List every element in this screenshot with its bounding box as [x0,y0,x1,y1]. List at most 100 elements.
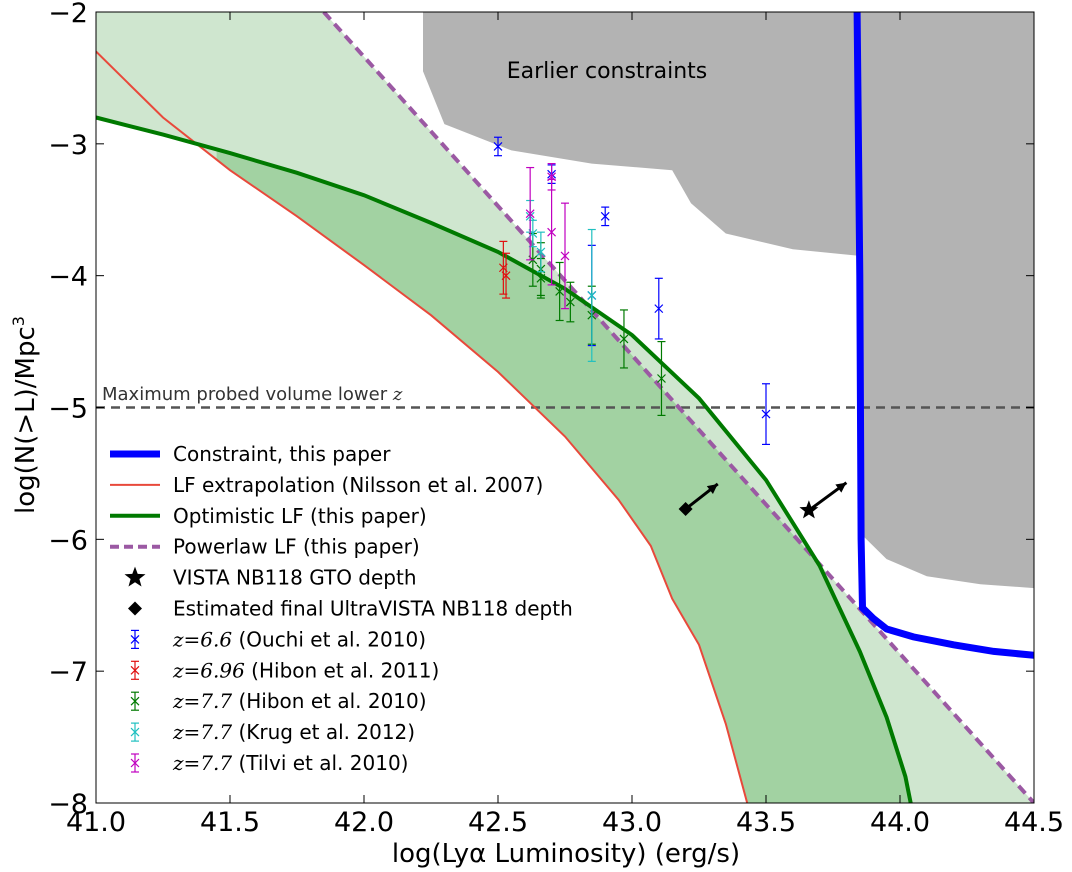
errorbar-point [493,136,503,157]
y-tick-label: −2 [48,0,88,29]
legend-swatch-star [124,566,146,587]
legend-label: z=6.96 (Hibon et al. 2011) [172,658,439,682]
legend-label: Optimistic LF (this paper) [173,504,427,528]
errorbar-point [555,261,565,322]
legend-entry: Powerlaw LF (this paper) [110,535,420,559]
y-axis-label-text: log(N(>L)/Mpc [11,326,41,514]
y-axis-label: log(N(>L)/Mpc3 [9,316,41,514]
x-tick-label: 42.0 [334,807,394,838]
errorbar-point [600,206,610,227]
plot-layer [96,12,1034,803]
legend-entry: z=7.7 (Tilvi et al. 2010) [130,751,408,775]
x-tick-label: 44.5 [1004,807,1064,838]
marker-ultravista-diamond [678,502,693,517]
x-tick-label: 44.0 [870,807,930,838]
x-tick-label: 42.5 [468,807,528,838]
errorbar-marker [560,251,570,261]
series-line-constraint [853,12,1034,659]
legend-label: LF extrapolation (Nilsson et al. 2007) [173,473,543,497]
max-volume-z: z [392,384,403,405]
errorbar-point [536,231,546,273]
earlier-constraints-region [423,12,1034,256]
legend-label-z: z=6.96 [172,658,245,682]
legend-label-text: (Krug et al. 2012) [232,720,415,744]
legend-swatch-marker [130,665,140,675]
errorbar-marker [761,409,771,419]
errorbar-marker [654,304,664,314]
excluded-region-right [859,12,1034,589]
legend-entry: VISTA NB118 GTO depth [124,566,417,590]
max-volume-label: Maximum probed volume lower z [102,384,403,405]
errorbar-marker [501,271,511,281]
legend-entry: z=7.7 (Hibon et al. 2010) [130,689,427,713]
legend-label: Powerlaw LF (this paper) [173,535,420,559]
y-tick-label: −8 [48,789,88,820]
y-axis-label-sup: 3 [9,316,28,326]
legend-label: z=6.6 (Ouchi et al. 2010) [172,627,426,651]
x-tick-label: 41.0 [66,807,126,838]
legend-entry: z=6.96 (Hibon et al. 2011) [130,658,439,682]
legend-label: VISTA NB118 GTO depth [173,566,417,590]
errorbar-marker [657,374,666,383]
legend: Constraint, this paper LF extrapolation (… [110,442,573,775]
legend-label-z: z=7.7 [172,689,232,713]
legend-label: z=7.7 (Tilvi et al. 2010) [172,751,408,775]
errorbar-point [525,166,535,261]
errorbar-point [761,383,771,446]
legend-entry: Estimated final UltraVISTA NB118 depth [128,597,573,621]
legend-label-z: z=7.7 [172,751,232,775]
legend-entry: Constraint, this paper [110,442,391,466]
legend-swatch-marker [130,758,140,768]
legend-swatch-marker [130,634,140,644]
errorbar-point [654,277,664,340]
max-volume-text: Maximum probed volume lower [102,384,393,405]
x-tick-label: 43.5 [736,807,796,838]
axis-layer: 41.0 41.5 42.0 42.5 43.0 43.5 44.0 44.5 −2 −3 −4 −5… [48,0,1064,838]
errorbar-marker [600,211,610,221]
errorbar-marker [536,273,546,283]
earlier-constraints-label: Earlier constraints [507,59,707,84]
legend-label-z: z=7.7 [172,720,232,744]
errorbar-point [619,309,629,369]
series-line-powerlaw [322,12,1034,803]
errorbar-marker [565,297,575,307]
errorbar-point [587,228,597,362]
errorbar-point [565,281,575,323]
errorbar-marker [555,287,565,296]
errorbar-point [560,202,570,310]
dark-fill-region [216,149,911,803]
errorbar-point [657,340,666,417]
errorbar-marker [525,209,535,219]
legend-label-text: (Hibon et al. 2011) [245,658,439,682]
errorbar-marker [619,334,629,344]
legend-swatch-marker [130,727,140,737]
legend-swatch-diamond [128,601,142,616]
legend-label-text: (Ouchi et al. 2010) [232,627,426,651]
errorbar-marker [493,142,503,151]
errorbar-marker [547,227,557,237]
marker-vista-star [799,500,819,519]
legend-label: Estimated final UltraVISTA NB118 depth [173,597,573,621]
x-axis-label: log(Lyα Luminosity) (erg/s) [392,839,740,869]
depth-arrowhead [706,483,718,495]
legend-entry: LF extrapolation (Nilsson et al. 2007) [110,473,543,497]
y-tick-label: −4 [48,262,88,293]
series-line-nilsson [96,50,749,803]
legend-label: Constraint, this paper [173,442,391,466]
x-tick-label: 43.0 [602,807,662,838]
errorbar-marker [536,247,546,257]
x-tick-label: 41.5 [200,807,260,838]
series-line-optimistic [96,115,913,803]
legend-label: z=7.7 (Krug et al. 2012) [172,720,415,744]
legend-label-text: (Hibon et al. 2010) [232,689,426,713]
y-tick-label: −5 [48,394,88,425]
y-tick-label: −3 [48,130,88,161]
depth-arrowhead [835,482,847,493]
errorbar-marker [587,291,597,300]
y-tick-label: −7 [48,657,88,688]
legend-swatch-marker [130,696,140,706]
errorbar-point [501,252,511,299]
y-tick-label: −6 [48,525,88,556]
errorbar-point [547,178,557,286]
